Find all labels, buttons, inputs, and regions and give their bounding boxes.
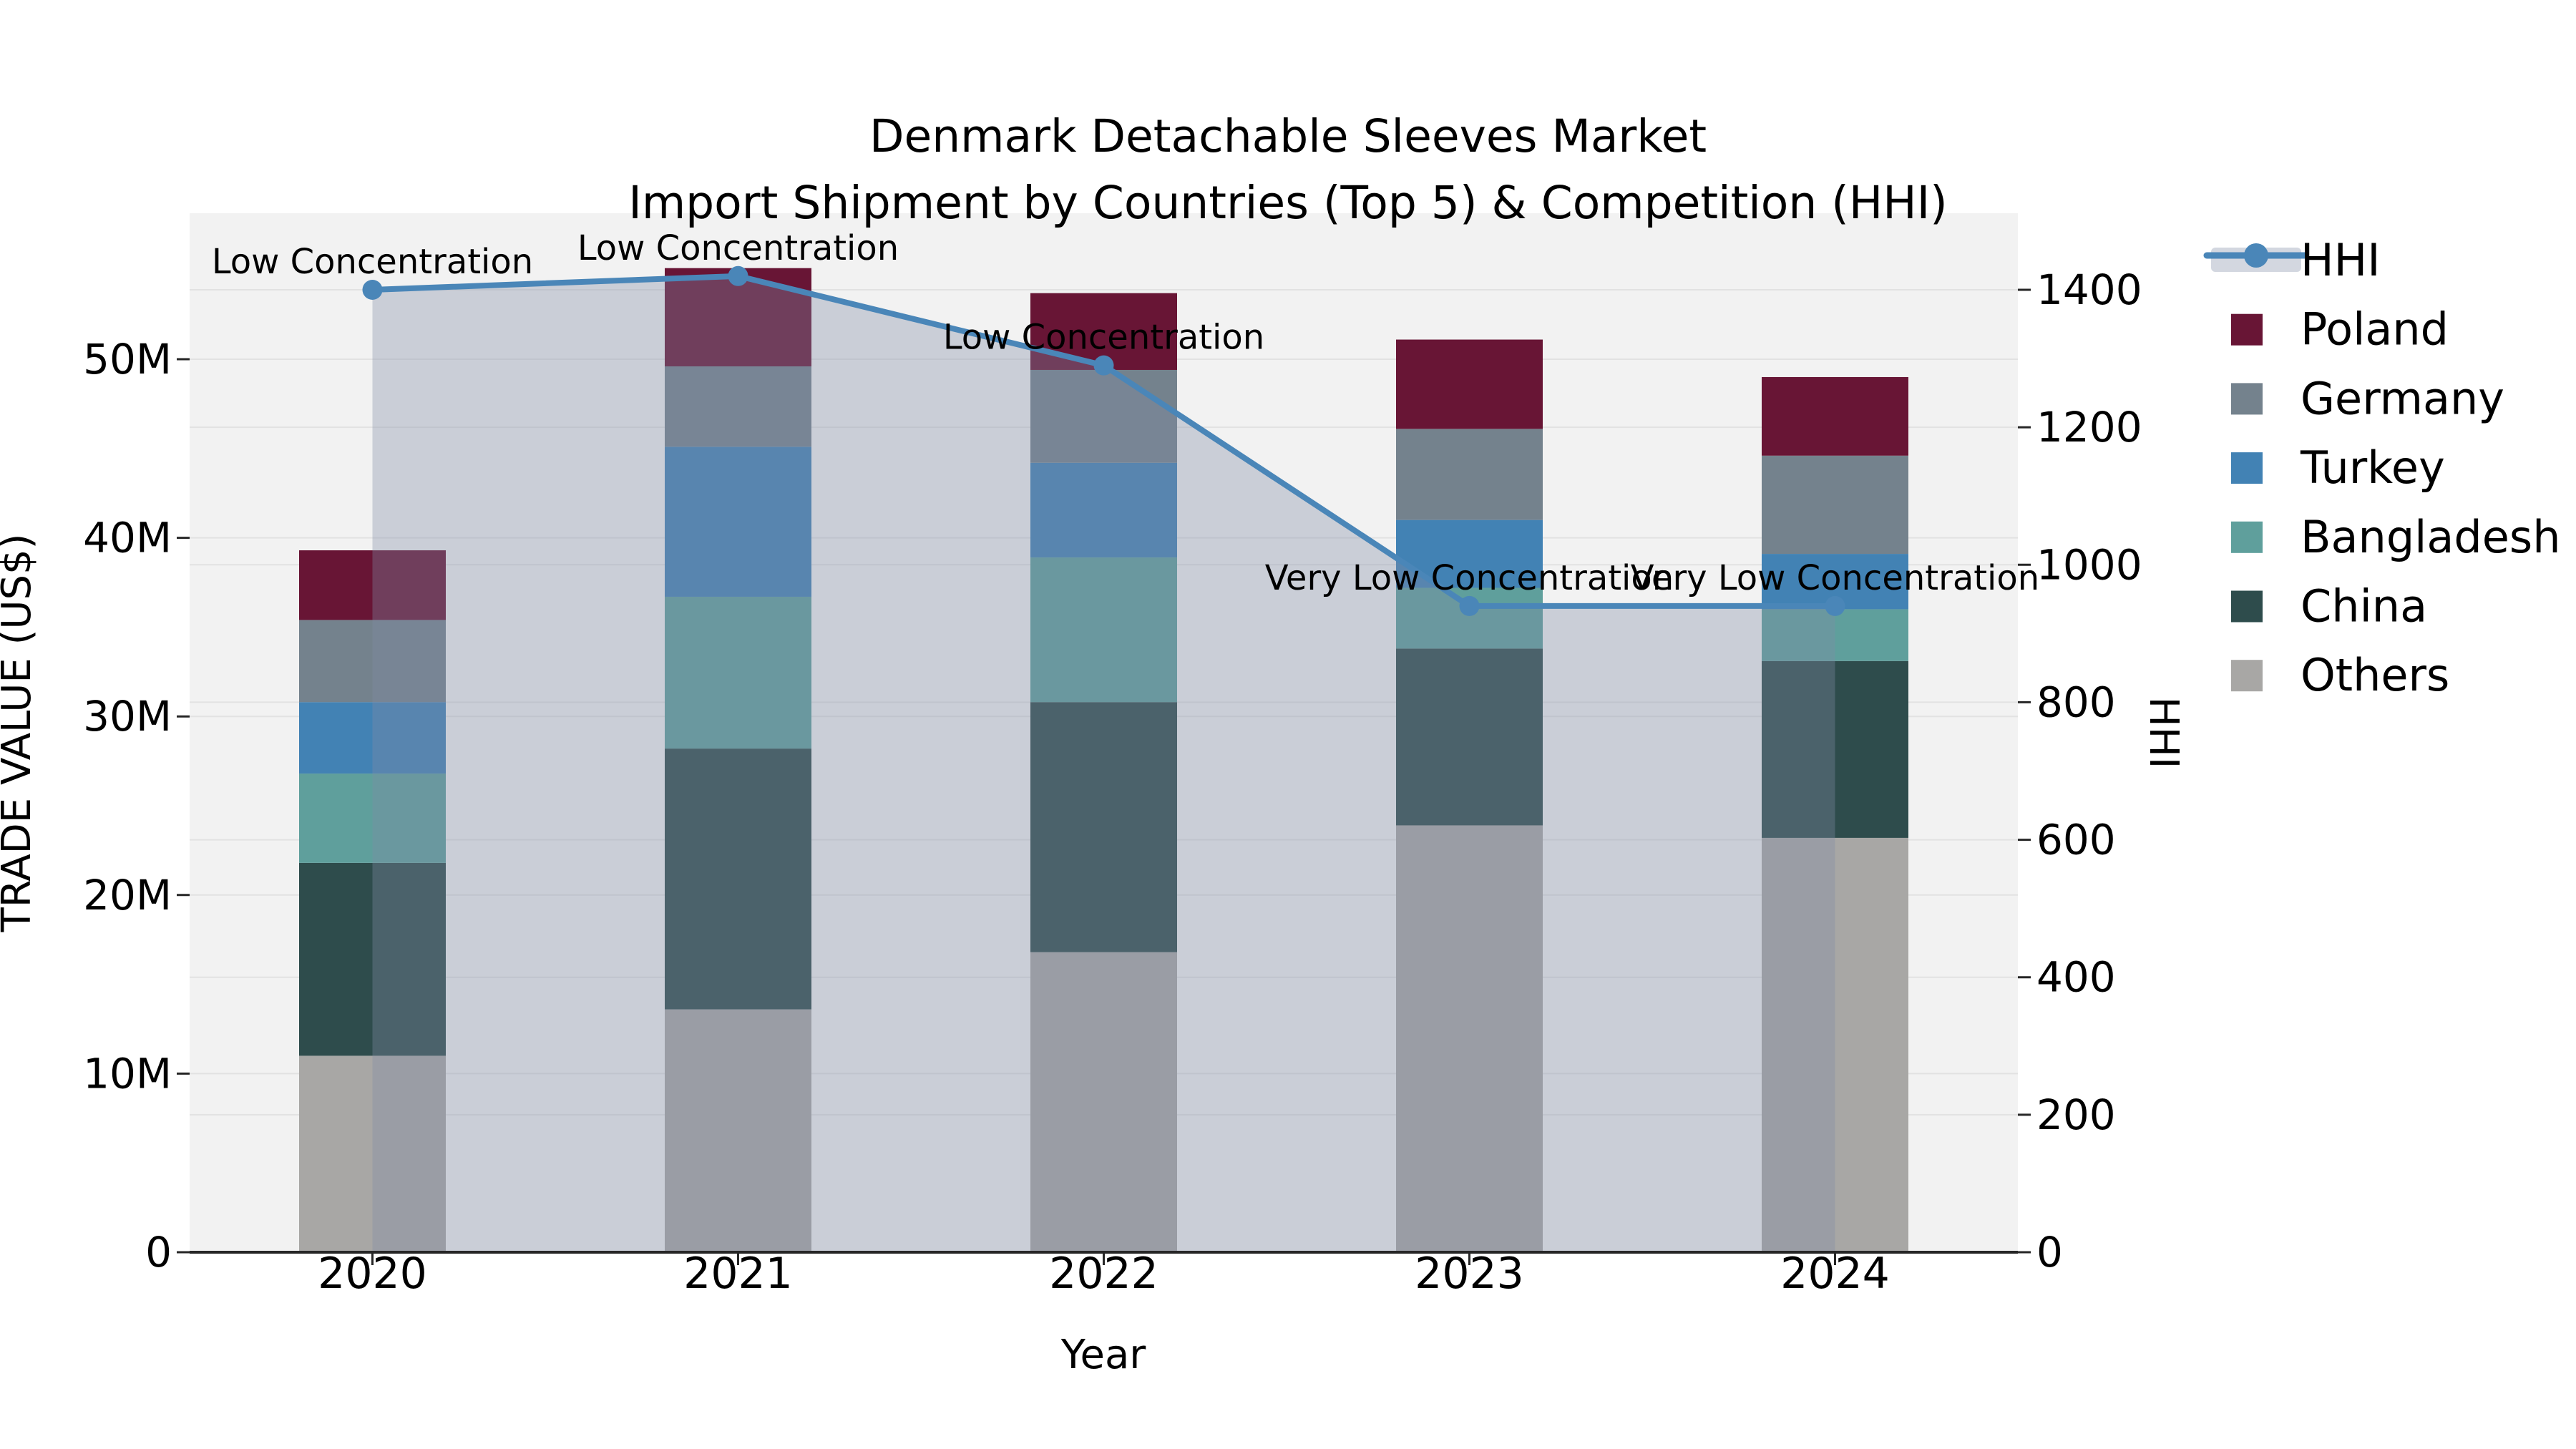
hhi-marker-2022 [1093, 355, 1114, 376]
bar-segment-bangladesh-2020 [299, 774, 446, 863]
annotation-2021: Low Concentration [577, 228, 899, 268]
annotation-2023: Very Low Concentration [1265, 558, 1674, 598]
bar-segment-poland-2023 [1396, 339, 1543, 429]
bar-segment-china-2023 [1396, 648, 1543, 826]
y-left-tick-40M: 40M [83, 514, 172, 562]
x-tick-2024: 2024 [1780, 1249, 1890, 1299]
hhi-area-fill [372, 275, 1835, 1253]
y-right-tick-200: 200 [2036, 1091, 2116, 1139]
x-tick-2021: 2021 [683, 1249, 793, 1299]
chart-title-line2: Import Shipment by Countries (Top 5) & C… [628, 177, 1948, 229]
bar-segment-china-2022 [1030, 702, 1177, 952]
legend-swatch-poland [2231, 313, 2263, 346]
legend-swatch-others [2231, 660, 2263, 692]
bar-segment-germany-2023 [1396, 429, 1543, 520]
bar-segment-poland-2020 [299, 550, 446, 620]
legend-label-china: China [2301, 580, 2427, 633]
y-left-tick-20M: 20M [83, 871, 172, 919]
legend-label-poland: Poland [2301, 303, 2449, 356]
hhi-marker-2024 [1825, 595, 1845, 616]
bar-segment-poland-2024 [1762, 376, 1908, 456]
legend-swatch-turkey [2231, 452, 2263, 484]
annotation-2020: Low Concentration [212, 242, 533, 282]
bar-segment-bangladesh-2022 [1030, 557, 1177, 703]
y-right-tick-1200: 1200 [2036, 403, 2142, 452]
legend-swatch-bangladesh [2231, 521, 2263, 553]
x-axis-title: Year [1060, 1332, 1147, 1378]
bar-segment-others-2023 [1396, 825, 1543, 1252]
bar-segment-others-2024 [1762, 837, 1908, 1252]
hhi-marker-2021 [728, 265, 748, 286]
bar-segment-germany-2024 [1762, 455, 1908, 555]
y-left-axis-title: TRADE VALUE (US$) [0, 534, 40, 933]
legend-label-others: Others [2301, 649, 2449, 701]
legend-label-turkey: Turkey [2300, 441, 2445, 494]
bar-segment-china-2021 [665, 748, 811, 1010]
bar-segment-bangladesh-2021 [665, 596, 811, 749]
y-left-tick-50M: 50M [83, 335, 172, 384]
plot-area: Low Concentration Low Concentration Low Co… [83, 213, 2142, 1299]
y-right-axis-title: HHI [2140, 697, 2187, 769]
bar-segment-turkey-2020 [299, 702, 446, 774]
y-left-tick-0: 0 [145, 1228, 172, 1277]
legend-label-germany: Germany [2301, 372, 2504, 424]
bar-segment-others-2022 [1030, 952, 1177, 1252]
bar-segment-china-2020 [299, 862, 446, 1056]
bar-segment-turkey-2021 [665, 447, 811, 597]
legend: HHI Poland Germany Turkey Bangladesh China Oth… [2203, 234, 2561, 701]
chart-title-line1: Denmark Detachable Sleeves Market [869, 110, 1707, 162]
bar-segment-bangladesh-2024 [1762, 609, 1908, 661]
bar-segment-others-2020 [299, 1055, 446, 1252]
y-left-tick-10M: 10M [83, 1049, 172, 1098]
bar-segment-china-2024 [1762, 660, 1908, 838]
annotation-2024: Very Low Concentration [1631, 558, 2039, 598]
x-tick-2023: 2023 [1415, 1249, 1524, 1299]
hhi-marker-2020 [362, 280, 383, 300]
bar-segment-germany-2022 [1030, 369, 1177, 463]
hhi-marker-2023 [1459, 595, 1480, 616]
x-tick-2022: 2022 [1049, 1249, 1158, 1299]
legend-swatch-china [2231, 590, 2263, 623]
y-left-tick-30M: 30M [83, 692, 172, 741]
legend-label-hhi: HHI [2301, 234, 2381, 286]
legend-hhi-marker-icon [2244, 243, 2268, 268]
legend-label-bangladesh: Bangladesh [2301, 511, 2561, 563]
y-right-tick-1000: 1000 [2036, 540, 2142, 589]
y-right-tick-0: 0 [2036, 1228, 2063, 1277]
bar-segment-others-2021 [665, 1009, 811, 1252]
y-right-tick-1400: 1400 [2036, 265, 2142, 314]
bar-segment-germany-2020 [299, 620, 446, 703]
bar-segment-germany-2021 [665, 366, 811, 447]
y-right-tick-600: 600 [2036, 816, 2116, 864]
legend-swatch-germany [2231, 383, 2263, 415]
x-tick-2020: 2020 [318, 1249, 427, 1299]
y-right-tick-800: 800 [2036, 678, 2116, 726]
annotation-2022: Low Concentration [943, 318, 1264, 358]
bar-segment-turkey-2022 [1030, 462, 1177, 558]
y-right-tick-400: 400 [2036, 953, 2116, 1002]
